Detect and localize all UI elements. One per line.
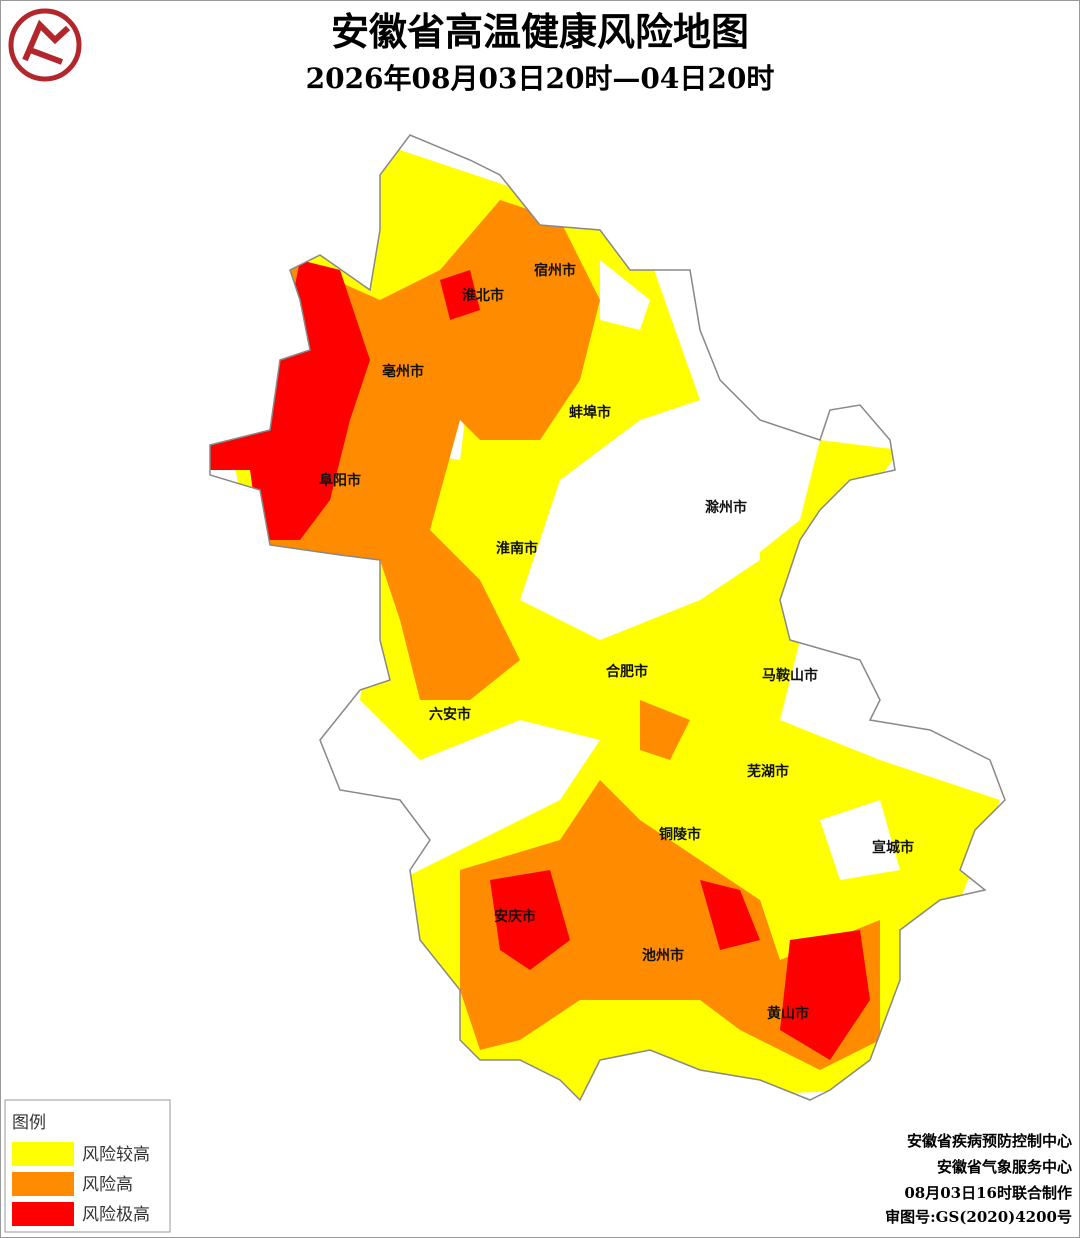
- city-label: 芜湖市: [747, 763, 789, 780]
- city-label: 六安市: [429, 706, 471, 723]
- footer-line: 安徽省疾病预防控制中心: [907, 1132, 1072, 1150]
- title: 安徽省高温健康风险地图: [331, 9, 749, 54]
- city-label: 宿州市: [534, 262, 576, 279]
- logo: [8, 8, 82, 82]
- footer-line: 08月03日16时联合制作: [904, 1184, 1072, 1202]
- city-label: 铜陵市: [659, 826, 701, 843]
- city-label: 合肥市: [606, 663, 648, 680]
- city-label: 黄山市: [767, 1005, 809, 1022]
- city-label: 安庆市: [494, 908, 536, 925]
- subtitle: 2026年08月03日20时—04日20时: [306, 62, 775, 95]
- city-label: 宣城市: [872, 839, 914, 856]
- legend: 图例 风险较高 风险高 风险极高: [4, 1099, 171, 1233]
- city-label: 阜阳市: [319, 472, 361, 489]
- city-label: 滁州市: [705, 499, 747, 516]
- city-label: 亳州市: [382, 363, 424, 380]
- legend-item: 风险高: [82, 1175, 133, 1195]
- city-label: 淮北市: [462, 287, 504, 304]
- city-label: 淮南市: [496, 540, 538, 557]
- footer-line: 安徽省气象服务中心: [937, 1158, 1072, 1176]
- legend-title: 图例: [12, 1113, 46, 1133]
- legend-item: 风险较高: [82, 1145, 150, 1165]
- review-number: 审图号:GS(2020)4200号: [885, 1208, 1072, 1226]
- legend-item: 风险极高: [82, 1205, 150, 1225]
- city-label: 池州市: [642, 947, 684, 964]
- city-label: 马鞍山市: [762, 667, 818, 684]
- city-label: 蚌埠市: [569, 404, 611, 421]
